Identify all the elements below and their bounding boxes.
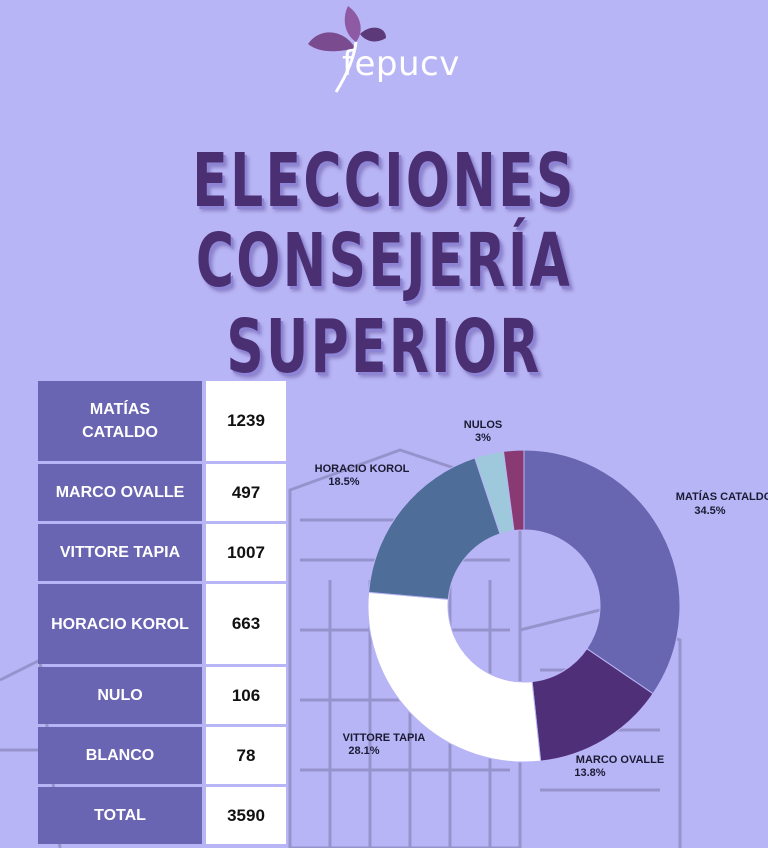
total-label: TOTAL xyxy=(38,787,206,844)
total-value: 3590 xyxy=(206,787,286,844)
vote-count: 497 xyxy=(206,464,286,521)
slice-label-percent: 3% xyxy=(475,432,491,444)
table-row: MATÍAS CATALDO 1239 xyxy=(38,381,290,461)
table-row: HORACIO KOROL 663 xyxy=(38,584,290,664)
donut-slice-mat-as-cataldo xyxy=(523,449,681,695)
candidate-name: NULO xyxy=(38,667,206,724)
slice-label-percent: 28.1% xyxy=(348,745,379,757)
donut-slice-horacio-korol xyxy=(368,457,501,600)
logo-leaf-top xyxy=(344,6,361,42)
slice-label-percent: 13.8% xyxy=(574,767,605,779)
candidate-name: BLANCO xyxy=(38,727,206,784)
table-row: MARCO OVALLE 497 xyxy=(38,464,290,521)
vote-count: 106 xyxy=(206,667,286,724)
title-line-2: CONSEJERÍA SUPERIOR xyxy=(195,218,573,390)
table-row: NULO 106 xyxy=(38,667,290,724)
donut-slice-other xyxy=(502,449,525,532)
slice-label-percent: 34.5% xyxy=(694,505,725,517)
vote-count: 1007 xyxy=(206,524,286,581)
logo-leaf-left xyxy=(308,32,355,52)
vote-count: 663 xyxy=(206,584,286,664)
donut-slice-vittore-tapia xyxy=(367,591,542,763)
slice-label-name: VITTORE TAPIA xyxy=(343,732,426,744)
candidate-name: MATÍAS CATALDO xyxy=(38,381,206,461)
title-line-1: ELECCIONES xyxy=(192,138,576,224)
vote-count: 1239 xyxy=(206,381,286,461)
donut-chart: MATÍAS CATALDO 34.5% MARCO OVALLE 13.8% … xyxy=(315,419,768,779)
vote-count: 78 xyxy=(206,727,286,784)
slice-label-name: MARCO OVALLE xyxy=(576,754,664,766)
slice-label-percent: 18.5% xyxy=(328,476,359,488)
candidate-name: MARCO OVALLE xyxy=(38,464,206,521)
candidate-name: VITTORE TAPIA xyxy=(38,524,206,581)
table-row: VITTORE TAPIA 1007 xyxy=(38,524,290,581)
slice-label-name: NULOS xyxy=(464,419,503,431)
table-row-total: TOTAL 3590 xyxy=(38,787,290,844)
logo-text: fepucv xyxy=(342,44,460,84)
slice-label-name: HORACIO KOROL xyxy=(315,463,410,475)
logo-leaf-right xyxy=(360,27,386,42)
table-row: BLANCO 78 xyxy=(38,727,290,784)
fepucv-logo xyxy=(308,6,386,93)
results-table: MATÍAS CATALDO 1239 MARCO OVALLE 497 VIT… xyxy=(38,381,290,847)
slice-label-name: MATÍAS CATALDO xyxy=(676,490,768,503)
candidate-name: HORACIO KOROL xyxy=(38,584,206,664)
